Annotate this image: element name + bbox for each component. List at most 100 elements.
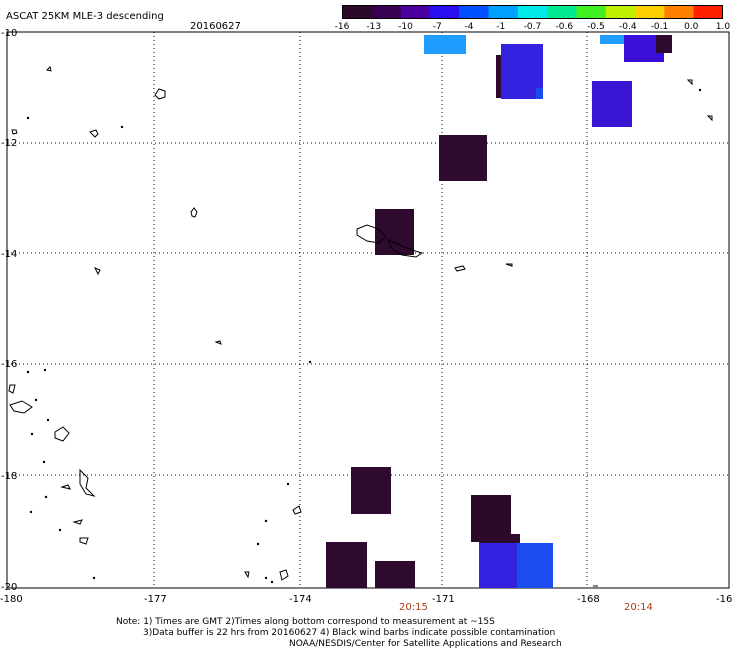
- colorbar-label: -0.7: [523, 22, 542, 32]
- plot-frame: [6, 31, 730, 589]
- colorbar-segment: [429, 5, 460, 19]
- island-outline: [79, 468, 96, 497]
- island-outline: [93, 267, 101, 276]
- colorbar-label: 0.0: [684, 22, 699, 32]
- islet: [270, 580, 274, 584]
- color-scale-bar: [342, 5, 723, 19]
- note-line-3: NOAA/NESDIS/Center for Satellite Applica…: [289, 639, 562, 649]
- islet: [34, 398, 38, 402]
- data-cell: [656, 35, 672, 53]
- colorbar-segment: [342, 5, 372, 19]
- data-cell: [479, 534, 520, 544]
- colorbar-label: -0.6: [555, 22, 574, 32]
- colorbar-segment: [664, 5, 695, 19]
- lat-label: -20: [1, 582, 17, 593]
- data-cell: [326, 542, 367, 588]
- islet: [256, 542, 260, 546]
- time-labels: 20:15 20:14: [399, 602, 653, 613]
- islet: [264, 519, 268, 523]
- islet: [698, 88, 702, 92]
- islet: [120, 125, 124, 129]
- colorbar-segment: [576, 5, 607, 19]
- island-outline: [686, 79, 693, 86]
- island-outline: [244, 571, 250, 579]
- data-cell: [424, 35, 466, 54]
- note-line-1: Note: 1) Times are GMT 2)Times along bot…: [116, 617, 495, 627]
- colorbar-label: -0.1: [650, 22, 669, 32]
- islet: [26, 116, 30, 120]
- island-outline: [79, 537, 89, 545]
- data-cell: [592, 81, 632, 127]
- island-outline: [214, 340, 222, 345]
- island-upolu: [356, 224, 386, 244]
- colorbar-segment: [693, 5, 723, 19]
- data-cell: [536, 88, 543, 99]
- lon-label: -180: [0, 594, 23, 605]
- island-outline: [292, 505, 302, 515]
- island-outline: [11, 129, 18, 135]
- colorbar-label: -0.5: [587, 22, 605, 32]
- island-outline: [190, 207, 198, 218]
- lat-label: -14: [1, 249, 17, 260]
- lon-label: -168: [577, 594, 600, 605]
- lon-label: -16: [716, 594, 732, 605]
- colorbar-segment: [635, 5, 665, 19]
- colorbar-label: 1.0: [715, 22, 731, 32]
- islet: [58, 528, 62, 532]
- colorbar-segment: [488, 5, 519, 19]
- lat-label: -18: [1, 471, 17, 482]
- colorbar-segment: [547, 5, 577, 19]
- island-outline: [706, 115, 713, 122]
- island-outline: [387, 239, 424, 258]
- lat-label: -12: [1, 138, 17, 149]
- lon-axis: -180 -177 -174 -171 -168 -16: [0, 594, 732, 605]
- colorbar-segment: [371, 5, 402, 19]
- island-outline: [9, 400, 33, 414]
- island-outline: [505, 263, 513, 267]
- colorbar-label: -1: [496, 22, 506, 32]
- colorbar-label: -0.4: [619, 22, 637, 32]
- islet: [30, 432, 34, 436]
- colorbar-segment: [459, 5, 490, 19]
- data-cell: [439, 135, 487, 181]
- note-line-2: 3)Data buffer is 22 hrs from 20160627 4)…: [143, 628, 556, 638]
- island-outline: [279, 569, 289, 581]
- colorbar-frame: [342, 5, 723, 19]
- colorbar-label: -16: [334, 22, 350, 32]
- time-label: 20:14: [624, 602, 653, 613]
- island-outline: [8, 384, 16, 394]
- data-cell: [375, 561, 415, 588]
- data-cells: [326, 35, 672, 588]
- lat-label: -10: [1, 28, 17, 39]
- islet: [44, 495, 48, 499]
- map-title: ASCAT 25KM MLE-3 descending: [6, 11, 164, 22]
- lat-axis: -10 -12 -14 -16 -18 -20: [1, 28, 17, 593]
- island-outline: [54, 426, 70, 442]
- coastlines: [8, 66, 713, 587]
- colorbar-label: -4: [464, 22, 474, 32]
- island-outline: [46, 66, 52, 72]
- lon-label: -177: [144, 594, 167, 605]
- islet: [42, 460, 46, 464]
- islet: [26, 370, 30, 374]
- colorbar-segment: [605, 5, 636, 19]
- island-outline: [89, 129, 99, 138]
- island-outline: [154, 88, 166, 100]
- data-cell: [479, 543, 517, 588]
- islet: [264, 576, 268, 580]
- islet: [29, 510, 33, 514]
- islet: [46, 418, 50, 422]
- time-label: 20:15: [399, 602, 428, 613]
- data-cell: [351, 467, 391, 514]
- island-outline: [60, 484, 71, 490]
- islet: [43, 368, 47, 372]
- data-cell: [600, 35, 640, 44]
- islet-dots: [26, 88, 702, 584]
- island-outline: [72, 519, 83, 525]
- islet: [308, 360, 312, 364]
- lon-label: -171: [432, 594, 455, 605]
- island-outline: [454, 265, 466, 272]
- islet: [92, 576, 96, 580]
- colorbar-label: -7: [432, 22, 442, 32]
